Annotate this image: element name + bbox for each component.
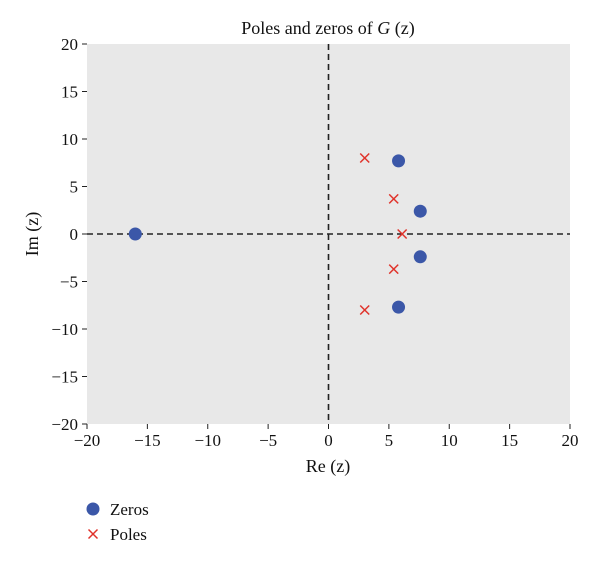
zero-marker [128, 227, 142, 241]
zero-marker [413, 250, 427, 264]
legend-poles-marker [87, 528, 99, 540]
pole-marker [388, 193, 399, 204]
reference-lines [87, 44, 570, 424]
legend-poles-label: Poles [110, 525, 147, 544]
y-tick-label: −15 [51, 368, 78, 387]
y-tick-label: 0 [70, 225, 79, 244]
y-tick-label: 10 [61, 130, 78, 149]
x-tick-label: −10 [194, 431, 221, 450]
x-tick-label: 20 [562, 431, 579, 450]
x-tick-label: 5 [385, 431, 394, 450]
pole-marker [359, 152, 370, 164]
pole-marker [388, 264, 399, 275]
y-tick-label: −10 [51, 320, 78, 339]
y-tick-label: 15 [61, 83, 78, 102]
y-tick-label: −5 [60, 273, 78, 292]
y-tick-label: 20 [61, 35, 78, 54]
legend: Zeros Poles [86, 500, 149, 544]
chart-title: Poles and zeros of G (z) [241, 18, 414, 39]
legend-zeros-label: Zeros [110, 500, 149, 519]
pole-marker [359, 304, 370, 316]
y-tick-label: −20 [51, 415, 78, 434]
zero-marker [392, 300, 406, 314]
pole-marker [397, 228, 408, 240]
axis-ticks: −20 −15 −10 −5 0 5 10 15 20 −20 −15 −10 −5 0 5 10 15 20 [51, 35, 578, 450]
y-tick-label: 5 [70, 178, 79, 197]
data-markers [128, 152, 427, 316]
legend-zeros-marker [86, 502, 100, 516]
x-tick-label: −15 [134, 431, 161, 450]
x-tick-label: 0 [324, 431, 333, 450]
x-tick-label: −5 [259, 431, 277, 450]
x-tick-label: 10 [441, 431, 458, 450]
y-axis-label: Im (z) [22, 212, 43, 256]
zero-marker [413, 204, 427, 218]
x-tick-label: 15 [501, 431, 518, 450]
x-axis-label: Re (z) [306, 456, 350, 477]
zero-marker [392, 154, 406, 168]
x-tick-label: −20 [74, 431, 101, 450]
